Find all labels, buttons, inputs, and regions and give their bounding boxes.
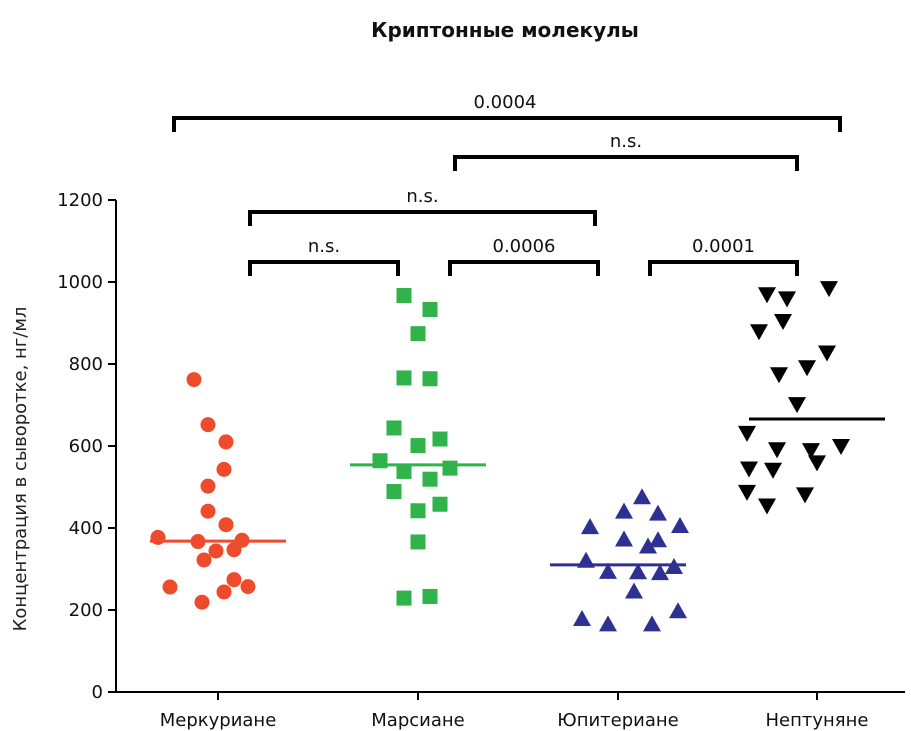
data-point [218, 434, 234, 450]
y-tick-label: 1200 [57, 190, 103, 211]
data-point [649, 504, 667, 521]
data-point [216, 461, 232, 477]
data-point [410, 326, 426, 342]
y-axis-title: Концентрация в сыворотке, нг/мл [10, 307, 31, 632]
data-point [615, 530, 633, 547]
data-point [633, 488, 651, 505]
x-tick-label: Юпитериане [557, 710, 678, 731]
data-point [764, 462, 782, 479]
data-point [150, 529, 166, 545]
data-point [573, 610, 591, 627]
data-point [740, 461, 758, 478]
data-point [758, 287, 776, 304]
significance-bracket [448, 260, 600, 276]
x-tick-label: Марсиане [371, 710, 464, 731]
significance-label: n.s. [406, 186, 438, 207]
significance-label: 0.0006 [493, 236, 556, 257]
data-point [808, 455, 826, 472]
significance-label: n.s. [610, 131, 642, 152]
data-point [216, 584, 232, 600]
significance-label: n.s. [308, 236, 340, 257]
data-point [396, 288, 412, 304]
data-point [396, 370, 412, 386]
data-point [669, 602, 687, 619]
data-point [422, 588, 438, 604]
significance-bracket [248, 260, 400, 276]
data-point [410, 503, 426, 519]
data-point [750, 324, 768, 341]
data-point [802, 443, 820, 460]
data-point [651, 564, 669, 581]
y-ticks: 0 200 400 600 800 1000 1200 [57, 190, 116, 703]
data-point [196, 552, 212, 568]
data-point [162, 579, 178, 595]
data-point [186, 372, 202, 388]
data-point [599, 562, 617, 579]
data-point [226, 572, 242, 588]
significance-bracket [248, 210, 597, 226]
data-point [200, 417, 216, 433]
y-tick-label: 0 [92, 682, 103, 703]
data-points [150, 281, 850, 632]
data-point [386, 484, 402, 500]
x-ticks: Меркуриане Марсиане Юпитериане Нептуняне [160, 692, 869, 731]
data-point [738, 484, 756, 501]
y-tick-label: 800 [69, 354, 103, 375]
data-point [396, 590, 412, 606]
data-point [396, 463, 412, 479]
data-point [200, 478, 216, 494]
data-point [629, 563, 647, 580]
data-point [422, 371, 438, 387]
data-point [738, 425, 756, 442]
data-point [599, 615, 617, 632]
data-point [422, 471, 438, 487]
data-point [240, 579, 256, 595]
data-point [218, 517, 234, 533]
chart-title: Криптонные молекулы [371, 18, 639, 42]
significance-label: 0.0001 [692, 236, 755, 257]
data-point [671, 516, 689, 533]
data-point [625, 582, 643, 599]
y-tick-label: 200 [69, 600, 103, 621]
data-point [758, 498, 776, 515]
data-point [410, 438, 426, 454]
data-point [410, 534, 426, 550]
significance-bracket [172, 116, 842, 132]
y-tick-label: 400 [69, 518, 103, 539]
x-tick-label: Меркуриане [160, 710, 277, 731]
data-point [768, 442, 786, 459]
data-point [442, 460, 458, 476]
data-point [386, 420, 402, 436]
data-point [774, 313, 792, 330]
y-tick-label: 600 [69, 436, 103, 457]
x-tick-label: Нептуняне [766, 710, 869, 731]
data-point [796, 487, 814, 504]
data-point [432, 431, 448, 447]
data-point [818, 345, 836, 362]
significance-brackets: n.s. 0.0006 0.0001 n.s. n.s. 0.0004 [172, 92, 842, 276]
significance-bracket [648, 260, 799, 276]
data-point [832, 439, 850, 455]
data-point [798, 360, 816, 377]
median-lines [150, 417, 885, 567]
data-point [639, 537, 657, 554]
data-point [649, 531, 667, 548]
data-point [200, 503, 216, 519]
data-point [226, 542, 242, 558]
data-point [820, 281, 838, 298]
data-point [208, 543, 224, 559]
data-point [770, 367, 788, 384]
data-point [788, 397, 806, 414]
data-point [432, 496, 448, 512]
data-point [194, 594, 210, 610]
data-point [615, 502, 633, 519]
data-point [581, 518, 599, 535]
significance-bracket [453, 155, 799, 171]
y-tick-label: 1000 [57, 272, 103, 293]
data-point [778, 291, 796, 308]
significance-label: 0.0004 [474, 92, 537, 113]
data-point [643, 615, 661, 632]
data-point [422, 301, 438, 317]
